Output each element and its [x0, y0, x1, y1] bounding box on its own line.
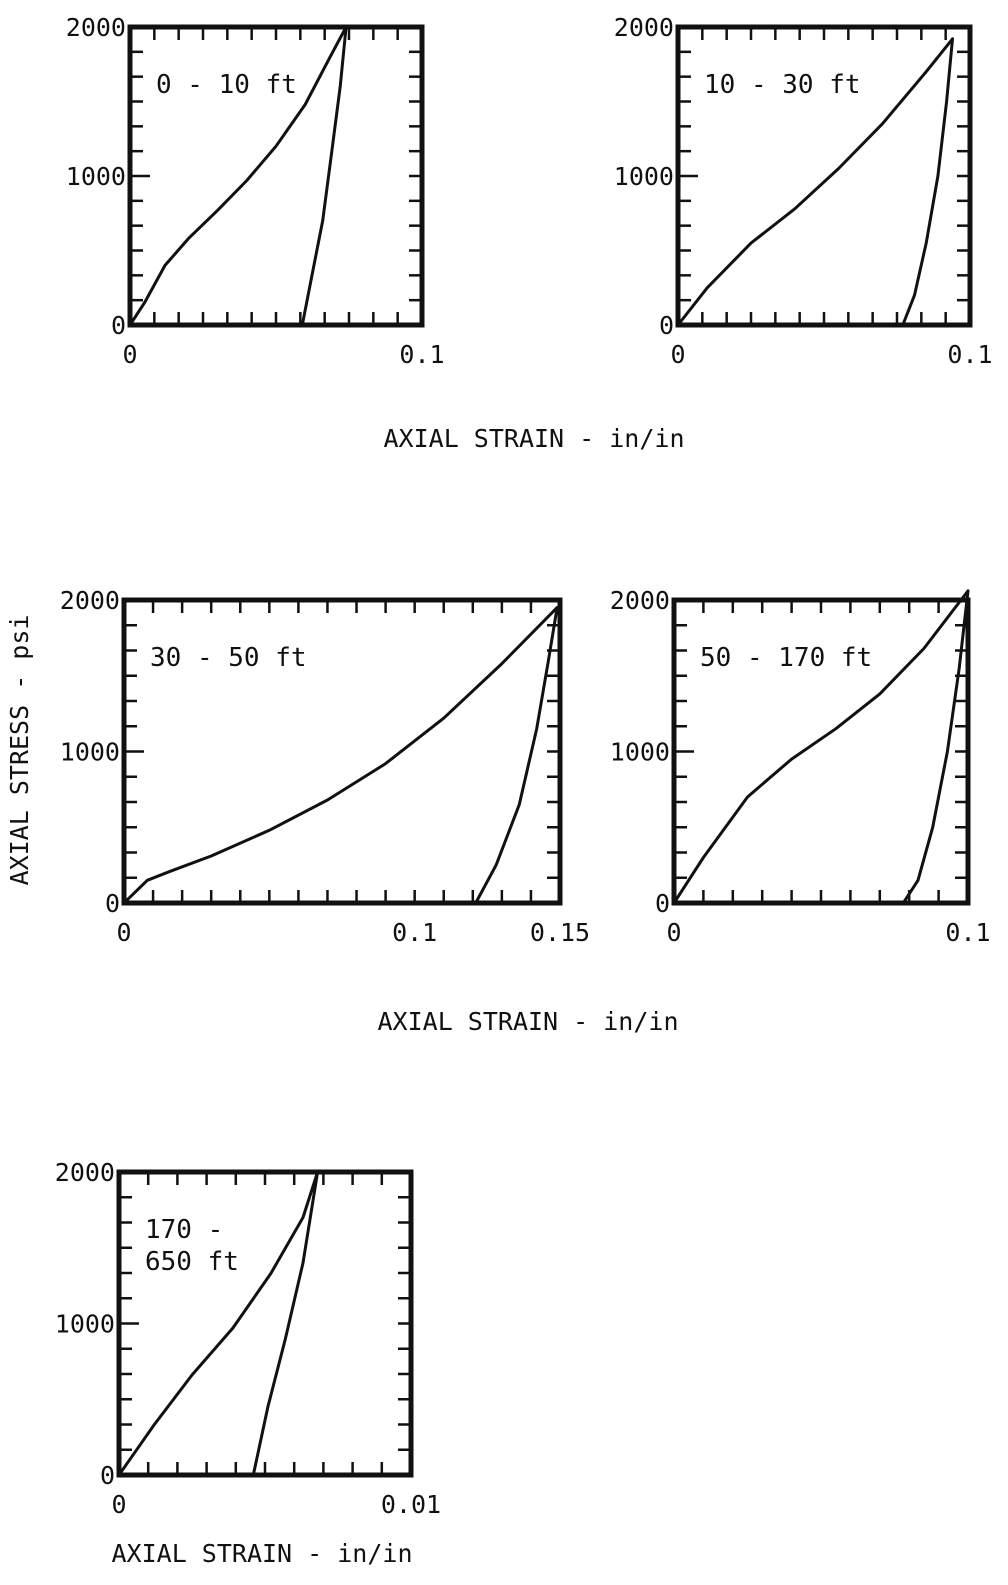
y-tick-label: 0	[659, 311, 674, 340]
x-tick-label: 0	[670, 340, 685, 369]
depth-range-label: 50 - 170 ft	[700, 643, 872, 673]
depth-range-label: 170 -	[145, 1215, 223, 1245]
chart-panel-1: 0 1000 2000 0 0.1 0 - 10 ft	[66, 13, 445, 369]
unloading-curve	[901, 589, 970, 905]
chart-panel-5: 0 1000 2000 0 0.01 170 -650 ft	[55, 1158, 441, 1519]
chart-panel-2: 0 1000 2000 0 0.1 10 - 30 ft	[614, 13, 993, 369]
loading-curve	[117, 1170, 320, 1477]
chart-panel-3: 0 1000 2000 0 0.1 0.15 30 - 50 ft	[60, 586, 590, 947]
depth-range-label: 10 - 30 ft	[704, 70, 861, 100]
x-tick-label: 0.1	[947, 340, 992, 369]
y-tick-label: 2000	[55, 1158, 115, 1187]
x-tick-label: 0.15	[530, 918, 590, 947]
y-tick-label: 2000	[614, 13, 674, 42]
y-tick-label: 1000	[614, 162, 674, 191]
x-tick-label: 0	[116, 918, 131, 947]
x-tick-label: 0	[122, 340, 137, 369]
loading-curve	[676, 37, 954, 327]
x-axis-label-bottom: AXIAL STRAIN - in/in	[111, 1539, 412, 1568]
y-tick-label: 1000	[66, 162, 126, 191]
x-tick-label: 0	[111, 1490, 126, 1519]
chart-panel-4: 0 1000 2000 0 0.1 50 - 170 ft	[610, 586, 991, 947]
y-tick-label: 1000	[610, 738, 670, 767]
unloading-curve	[474, 606, 559, 905]
x-tick-label: 0.1	[392, 918, 437, 947]
y-tick-label: 1000	[55, 1310, 115, 1339]
loading-curve	[128, 25, 348, 327]
depth-range-label: 650 ft	[145, 1247, 239, 1277]
y-tick-label: 2000	[610, 586, 670, 615]
loading-curve	[672, 589, 970, 905]
y-tick-label: 0	[105, 889, 120, 918]
y-tick-label: 1000	[60, 738, 120, 767]
unloading-curve	[300, 25, 348, 327]
depth-range-label: 30 - 50 ft	[150, 643, 307, 673]
y-tick-label: 2000	[66, 13, 126, 42]
x-tick-label: 0.1	[399, 340, 444, 369]
depth-range-label: 0 - 10 ft	[156, 70, 297, 100]
x-tick-label: 0.1	[945, 918, 990, 947]
x-tick-label: 0.01	[381, 1490, 441, 1519]
y-tick-label: 0	[655, 889, 670, 918]
x-tick-label: 0	[666, 918, 681, 947]
loading-curve	[122, 606, 559, 905]
y-tick-label: 2000	[60, 586, 120, 615]
unloading-curve	[251, 1170, 320, 1477]
x-axis-label-middle: AXIAL STRAIN - in/in	[377, 1007, 678, 1036]
y-tick-label: 0	[111, 311, 126, 340]
unloading-curve	[901, 37, 954, 327]
x-axis-label-top: AXIAL STRAIN - in/in	[383, 424, 684, 453]
y-axis-label: AXIAL STRESS - psi	[5, 615, 34, 886]
y-tick-label: 0	[100, 1461, 115, 1490]
